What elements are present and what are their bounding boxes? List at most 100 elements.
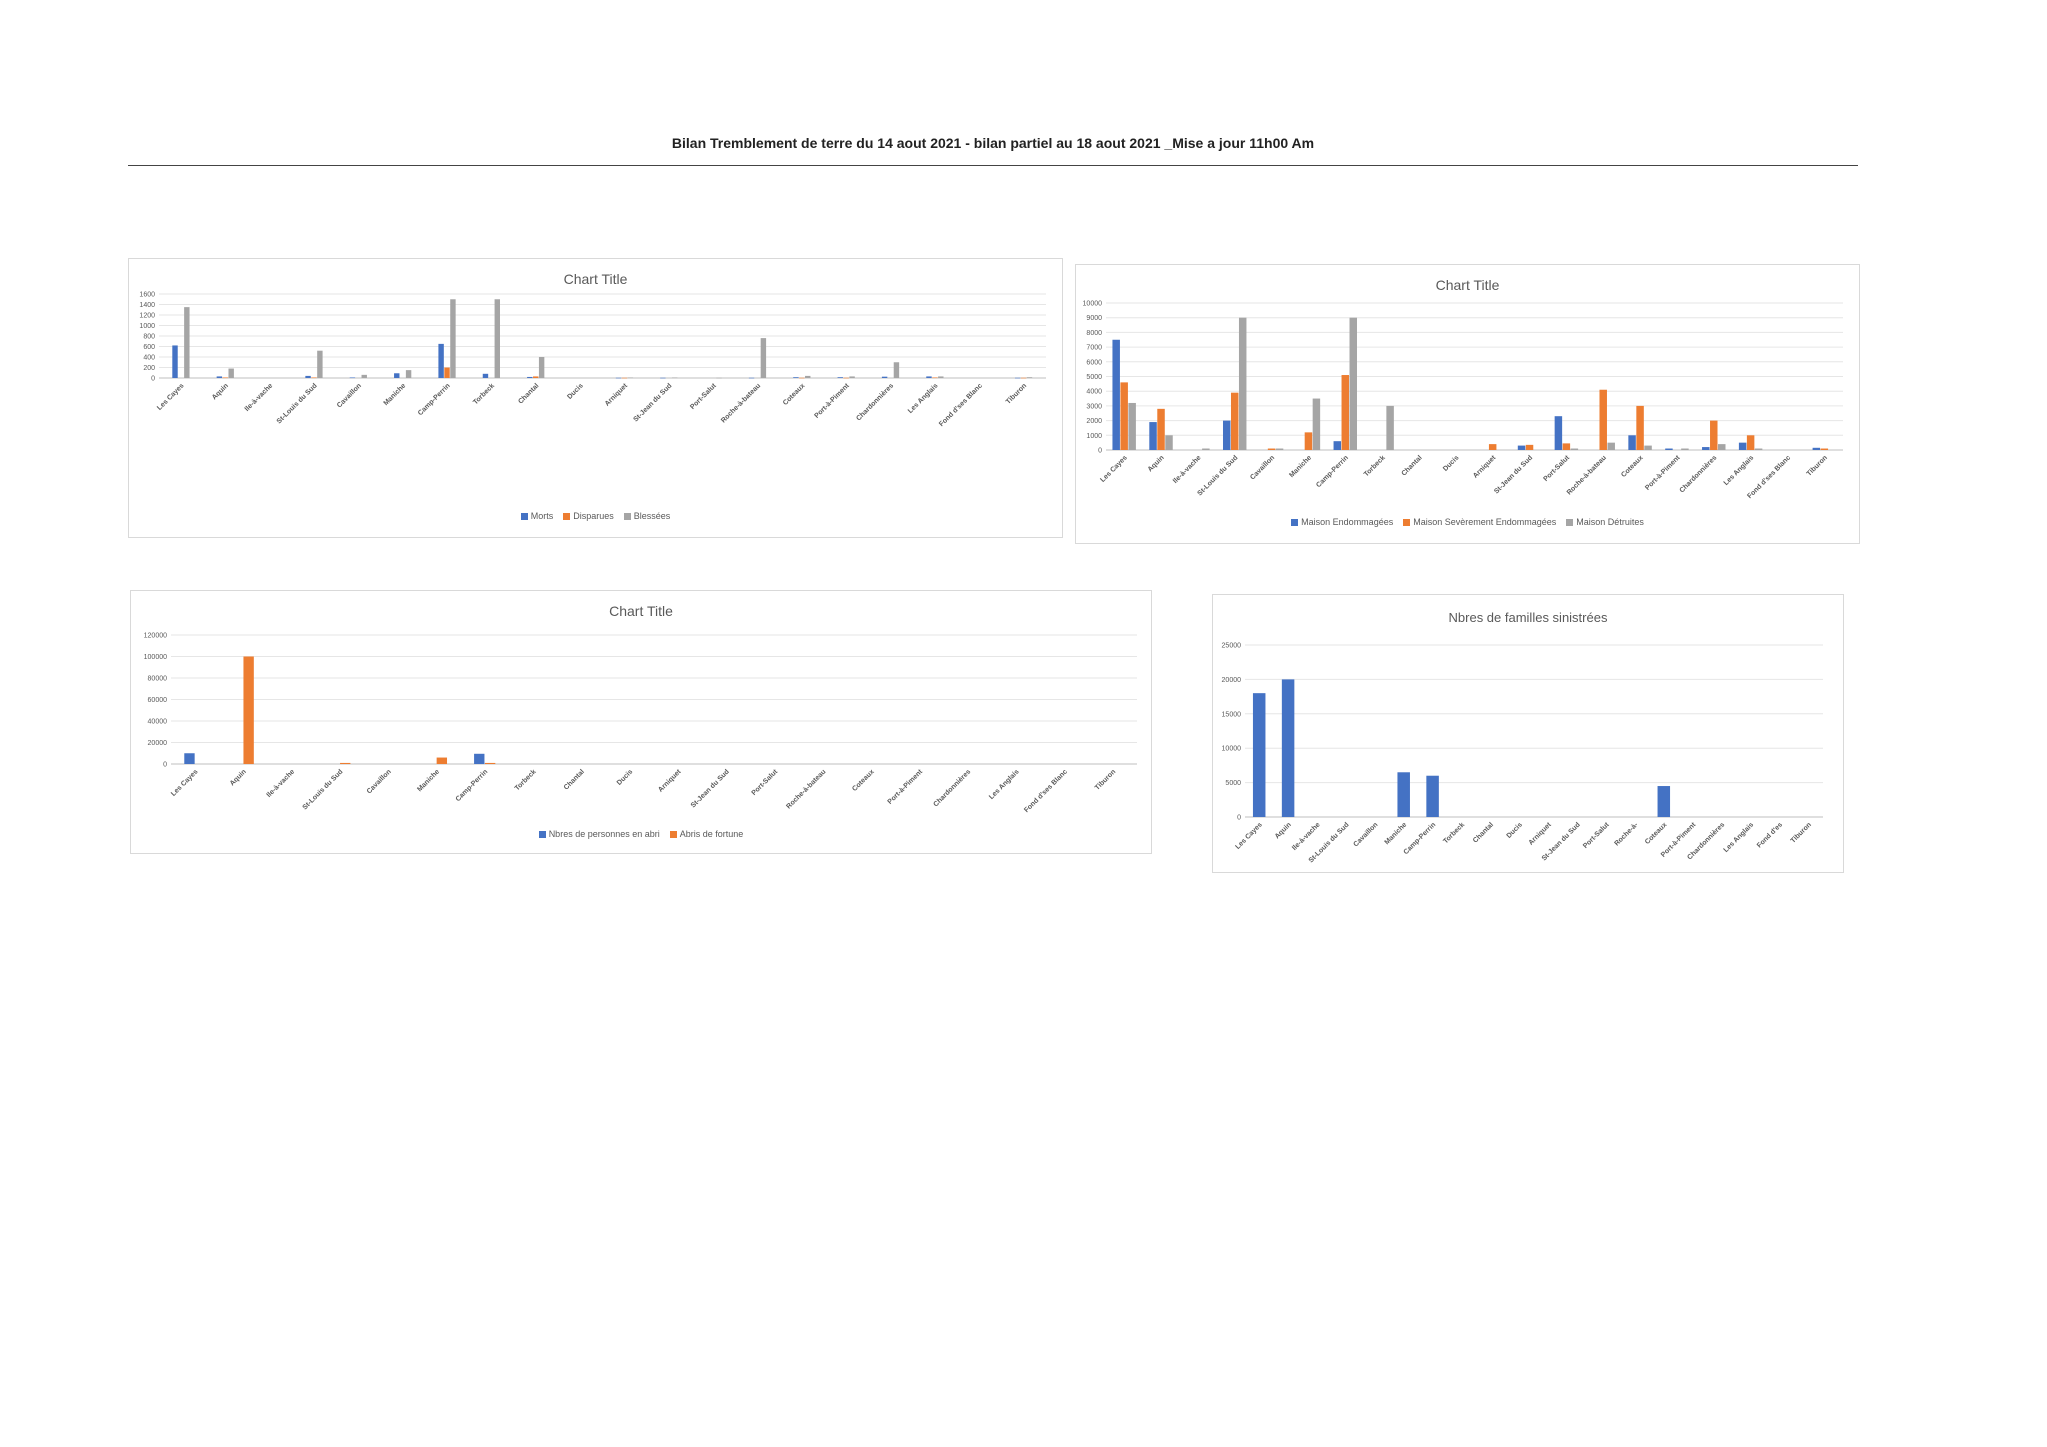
bar-morts-tiburon [1014,377,1021,379]
x-tick-label: Roche-à-bateau [720,382,762,424]
x-tick-label: Fond d'ses Blanc [938,382,984,428]
families-chart-panel: Nbres de familles sinistrées 0 5000 10000 1… [1212,594,1844,873]
x-tick-label: Ducis [616,768,635,787]
bar-maison-detruites-les-anglais [1754,448,1763,450]
y-tick-label: 600 [143,344,155,351]
legend-item-morts: Morts [520,511,554,521]
legend-label: Abris de fortune [679,829,744,839]
bar-value-les-cayes [1252,693,1266,817]
x-tick-label: Chantal [563,768,586,791]
x-tick-label: Aquin [229,768,248,787]
bar-blessees-aquin [228,368,234,378]
bar-maison-endommagees-st-jean-du-sud [1517,445,1526,450]
legend-label: Nbres de personnes en abri [548,829,660,839]
bar-morts-st-jean-du-sud [660,377,666,379]
x-tick-label: Camp-Perrin [455,768,490,803]
bar-blessees-torbeck [494,299,500,378]
x-tick-label: Camp-Perrin [1315,454,1350,489]
chart-legend: Morts Disparues Blessées [129,511,1062,521]
legend-item-maison-endommagees: Maison Endommagées [1291,517,1393,527]
bar-blessees-st-jean-du-sud [671,377,678,379]
x-tick-label: Maniche [1288,454,1313,479]
x-tick-label: Port-Salut [1542,454,1571,483]
bar-maison-detruites-ile-a-vache [1202,448,1210,450]
x-tick-label: Chantal [1401,454,1424,477]
bar-maison-detruites-les-cayes [1128,402,1136,450]
bar-abris-de-fortune-st-louis-du-sud [340,762,351,764]
bar-disparues-les-anglais [932,377,938,379]
y-tick-label: 120000 [144,633,167,640]
bar-maison-endommagees-port-a-piment [1665,448,1673,450]
x-tick-label: Les Cayes [156,382,186,412]
casualties-bar-chart: 0 200 400 600 800 1000 1200 1400 1600 Les Cayes Aq… [139,292,1046,428]
x-tick-label: Roche-à-bateau [785,768,827,810]
x-tick-label: Arniquet [657,768,683,794]
bar-maison-endommagees-les-cayes [1112,339,1120,450]
bar-abris-de-fortune-camp-perrin [484,762,496,764]
bar-blessees-les-cayes [184,307,190,378]
bar-morts-cavaillon [349,377,356,379]
bar-blessees-maniche [405,370,412,378]
y-tick-label: 0 [1098,448,1102,455]
bar-value-coteaux [1657,786,1671,817]
chart-title: Chart Title [563,271,628,287]
legend-swatch [520,513,528,520]
y-tick-label: 200 [143,365,155,372]
x-tick-label: St-Jean du Sud [632,382,673,423]
bar-morts-arniquet [615,377,622,379]
legend-swatch [563,513,571,520]
bar-blessees-coteaux [805,375,811,378]
x-tick-label: Coteaux [851,768,876,793]
x-tick-label: Torbeck [514,768,538,792]
y-tick-label: 80000 [148,676,168,683]
bar-maison-endommagees-chardonnieres [1702,447,1710,450]
x-tick-label: Roche-à- [1613,821,1640,848]
x-tick-label: Tiburon [1790,821,1813,844]
bar-maison-severement-endommagees-les-cayes [1120,382,1128,450]
bar-maison-severement-endommagees-roche-a-bateau [1599,389,1607,450]
bar-blessees-port-a-piment [849,376,855,378]
bar-maison-detruites-coteaux [1644,445,1652,450]
x-tick-label: Cavaillon [366,768,393,795]
y-tick-label: 0 [163,762,167,769]
bar-maison-detruites-torbeck [1386,405,1394,450]
y-tick-label: 1400 [139,302,155,309]
x-tick-label: Coteaux [1620,454,1645,479]
y-tick-label: 1200 [139,313,155,320]
bar-maison-detruites-roche-a-bateau [1607,442,1615,450]
x-tick-label: Fond d'es [1756,821,1784,849]
x-tick-label: Chardonnières [1679,454,1719,494]
bar-maison-severement-endommagees-st-louis-du-sud [1230,392,1239,450]
x-tick-label: Coteaux [782,382,807,407]
x-tick-label: St-Louis du Sud [302,768,345,811]
legend-swatch [669,831,677,838]
y-tick-label: 25000 [1222,643,1242,650]
bar-maison-detruites-aquin [1165,435,1173,450]
y-tick-label: 8000 [1086,330,1102,337]
legend-label: Maison Endommagées [1301,517,1394,527]
x-tick-label: Cavaillon [336,382,363,409]
bar-blessees-les-anglais [938,376,944,378]
x-tick-label: Chantal [517,382,540,405]
bar-abris-de-fortune-maniche [436,757,448,764]
y-tick-label: 2000 [1086,418,1102,425]
y-tick-label: 15000 [1222,711,1242,718]
x-tick-label: Maniche [416,768,441,793]
bar-blessees-chardonnieres [893,362,900,378]
y-tick-label: 9000 [1086,315,1102,322]
x-tick-label: Port-à-Piment [813,382,851,420]
bar-blessees-chantal [538,357,545,378]
legend-item-abris-de-fortune: Abris de fortune [669,829,744,839]
legend-label: Morts [530,511,554,521]
bar-nbres-de-personnes-en-abri-les-cayes [184,753,195,764]
x-tick-label: Maniche [1384,821,1409,846]
y-tick-label: 100000 [144,654,167,661]
x-tick-label: Ile-à-vache [1172,454,1203,485]
y-tick-label: 10000 [1083,301,1103,308]
y-tick-label: 1000 [139,323,155,330]
bar-disparues-camp-perrin [444,367,450,378]
legend-swatch [1291,519,1299,526]
bar-maison-severement-endommagees-arniquet [1488,444,1497,450]
bar-disparues-coteaux [799,377,805,379]
legend-label: Maison Détruites [1576,517,1644,527]
